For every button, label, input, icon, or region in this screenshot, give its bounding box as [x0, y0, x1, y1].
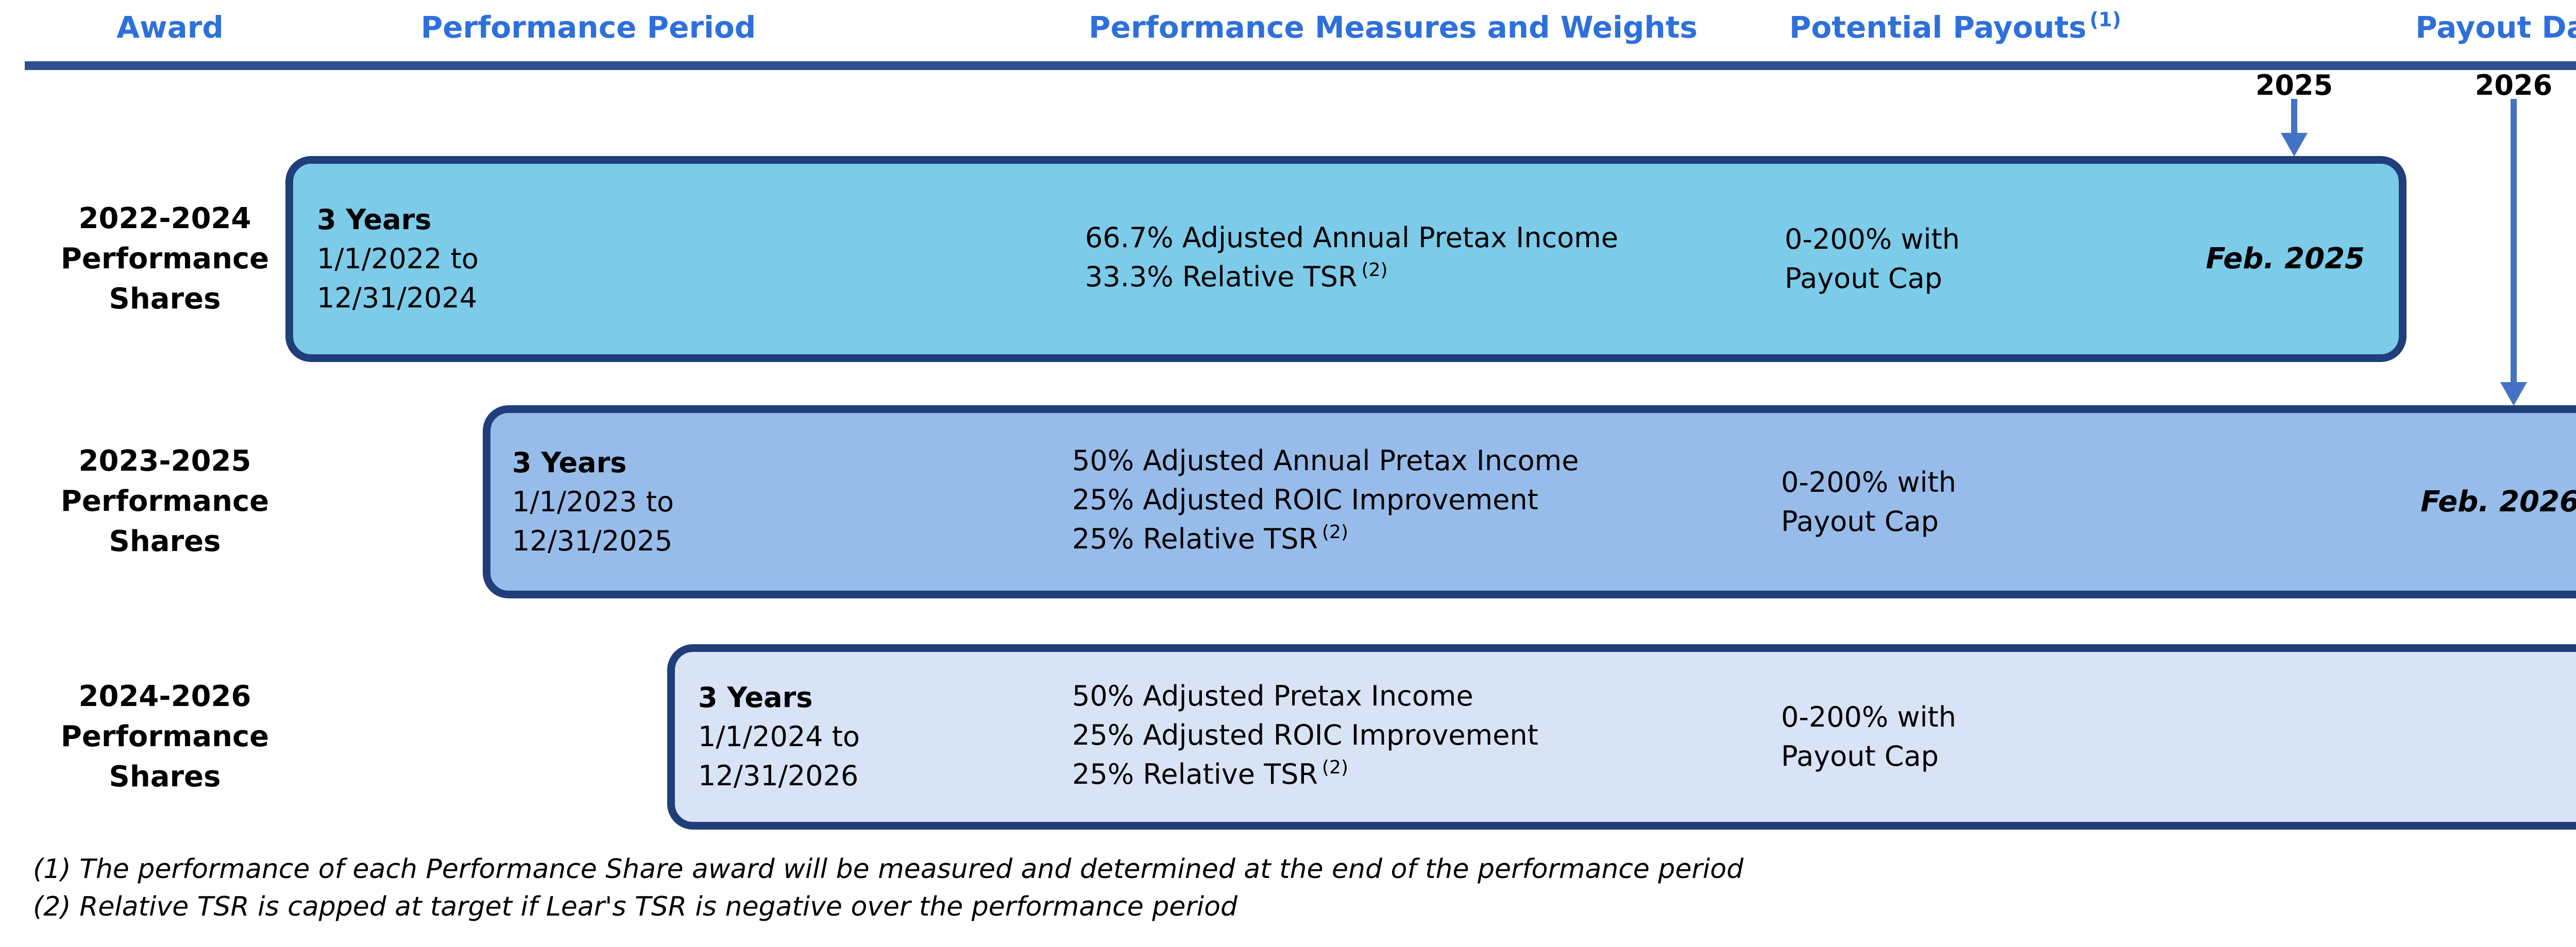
- period-start: 1/1/2023 to: [512, 485, 674, 518]
- measure-text: 66.7% Adjusted Annual Pretax Income: [1085, 221, 1618, 254]
- period-start: 1/1/2022 to: [317, 243, 479, 275]
- payout-date-value: Feb. 2025: [2206, 242, 2365, 276]
- arrow-2025-shaft: [2291, 99, 2297, 133]
- column-header-performance-period: Performance Period: [421, 10, 756, 44]
- measure-text: 25% Relative TSR: [1072, 523, 1318, 555]
- measures-2022-2024: 66.7% Adjusted Annual Pretax Income 33.3…: [1085, 164, 1618, 354]
- potential-payout-2022-2024: 0-200% with Payout Cap: [1785, 164, 1960, 354]
- measures-2024-2026: 50% Adjusted Pretax Income 25% Adjusted …: [1072, 652, 1538, 822]
- footnotes: (1) The performance of each Performance …: [33, 851, 1743, 926]
- award-label-line: 2022-2024: [78, 202, 251, 235]
- performance-period-2023-2025: 3 Years 1/1/2023 to 12/31/2025: [512, 413, 674, 591]
- payout-line: 0-200% with: [1785, 223, 1960, 255]
- period-duration: 3 Years: [512, 446, 627, 479]
- award-label-2023-2025: 2023-2025 Performance Shares: [31, 441, 299, 562]
- payout-line: Payout Cap: [1785, 262, 1942, 295]
- measure-text: 33.3% Relative TSR: [1085, 260, 1358, 293]
- payout-line: 0-200% with: [1781, 701, 1956, 733]
- measure-text: 50% Adjusted Annual Pretax Income: [1072, 444, 1579, 477]
- period-end: 12/31/2026: [698, 760, 859, 792]
- award-label-line: Performance: [60, 485, 269, 518]
- measure-footnote-ref: (2): [1321, 756, 1348, 778]
- arrow-2026-shaft: [2511, 99, 2517, 382]
- measures-2023-2025: 50% Adjusted Annual Pretax Income 25% Ad…: [1072, 413, 1579, 591]
- column-header-measures-weights-label: Performance Measures and Weights: [1089, 10, 1698, 45]
- award-label-line: Performance: [60, 242, 269, 276]
- measure-line: 25% Relative TSR (2): [1072, 755, 1538, 798]
- column-header-measures-weights: Performance Measures and Weights: [1089, 10, 1698, 44]
- award-box-2024-2026: 3 Years 1/1/2024 to 12/31/2026 50% Adjus…: [667, 644, 2576, 830]
- timeline-year-2026: 2026: [2475, 69, 2553, 101]
- column-header-potential-payouts-label: Potential Payouts: [1789, 10, 2087, 45]
- payout-date-2023-2025: Feb. 2026: [2420, 413, 2576, 591]
- performance-period-2024-2026: 3 Years 1/1/2024 to 12/31/2026: [698, 652, 860, 822]
- measure-line: 25% Adjusted ROIC Improvement: [1072, 716, 1538, 755]
- payout-line: 0-200% with: [1781, 466, 1956, 498]
- award-label-line: 2024-2026: [78, 680, 251, 713]
- period-duration: 3 Years: [317, 203, 432, 236]
- period-duration: 3 Years: [698, 681, 813, 714]
- potential-payout-2023-2025: 0-200% with Payout Cap: [1781, 413, 1956, 591]
- period-end: 12/31/2025: [512, 524, 673, 557]
- measure-line: 50% Adjusted Annual Pretax Income: [1072, 441, 1579, 480]
- measure-footnote-ref: (2): [1361, 259, 1388, 281]
- award-label-line: 2023-2025: [78, 444, 251, 478]
- potential-payout-2024-2026: 0-200% with Payout Cap: [1781, 652, 1956, 822]
- payout-line: Payout Cap: [1781, 740, 1939, 772]
- measure-footnote-ref: (2): [1321, 522, 1348, 543]
- arrow-2026-head-icon: [2500, 382, 2527, 406]
- column-header-performance-period-label: Performance Period: [420, 10, 756, 45]
- award-label-line: Shares: [109, 282, 221, 316]
- payout-date-2022-2024: Feb. 2025: [2206, 164, 2365, 354]
- award-label-2022-2024: 2022-2024 Performance Shares: [31, 199, 299, 319]
- period-start: 1/1/2024 to: [698, 720, 860, 753]
- award-box-2022-2024: 3 Years 1/1/2022 to 12/31/2024 66.7% Adj…: [285, 156, 2406, 362]
- column-header-payout-date-label: Payout Date: [2415, 10, 2576, 45]
- footnote-2: (2) Relative TSR is capped at target if …: [33, 891, 1238, 922]
- column-header-award-label: Award: [116, 10, 224, 45]
- potential-payouts-footnote-ref: (1): [2089, 8, 2122, 31]
- period-end: 12/31/2024: [317, 282, 478, 314]
- arrow-2025-head-icon: [2281, 133, 2308, 157]
- header-divider-rule: [25, 61, 2576, 70]
- award-label-line: Performance: [60, 720, 269, 753]
- performance-period-2022-2024: 3 Years 1/1/2022 to 12/31/2024: [317, 164, 479, 354]
- award-label-2024-2026: 2024-2026 Performance Shares: [31, 677, 299, 797]
- award-label-line: Shares: [109, 760, 221, 794]
- payout-line: Payout Cap: [1781, 505, 1939, 538]
- measure-text: 50% Adjusted Pretax Income: [1072, 679, 1473, 712]
- column-header-payout-date: Payout Date: [2415, 10, 2576, 44]
- timeline-year-2025: 2025: [2255, 69, 2333, 101]
- measure-line: 50% Adjusted Pretax Income: [1072, 677, 1538, 716]
- measure-text: 25% Adjusted ROIC Improvement: [1072, 718, 1538, 751]
- measure-line: 33.3% Relative TSR (2): [1085, 257, 1618, 300]
- payout-date-value: Feb. 2026: [2420, 485, 2576, 519]
- column-header-award: Award: [116, 10, 224, 44]
- footnote-1: (1) The performance of each Performance …: [33, 854, 1744, 885]
- measure-text: 25% Adjusted ROIC Improvement: [1072, 484, 1538, 516]
- measure-text: 25% Relative TSR: [1072, 757, 1318, 790]
- measure-line: 25% Adjusted ROIC Improvement: [1072, 480, 1579, 520]
- award-box-2023-2025: 3 Years 1/1/2023 to 12/31/2025 50% Adjus…: [483, 405, 2576, 598]
- award-label-line: Shares: [109, 525, 221, 558]
- measure-line: 25% Relative TSR (2): [1072, 520, 1579, 562]
- measure-line: 66.7% Adjusted Annual Pretax Income: [1085, 218, 1618, 257]
- column-header-potential-payouts: Potential Payouts (1): [1789, 8, 2122, 48]
